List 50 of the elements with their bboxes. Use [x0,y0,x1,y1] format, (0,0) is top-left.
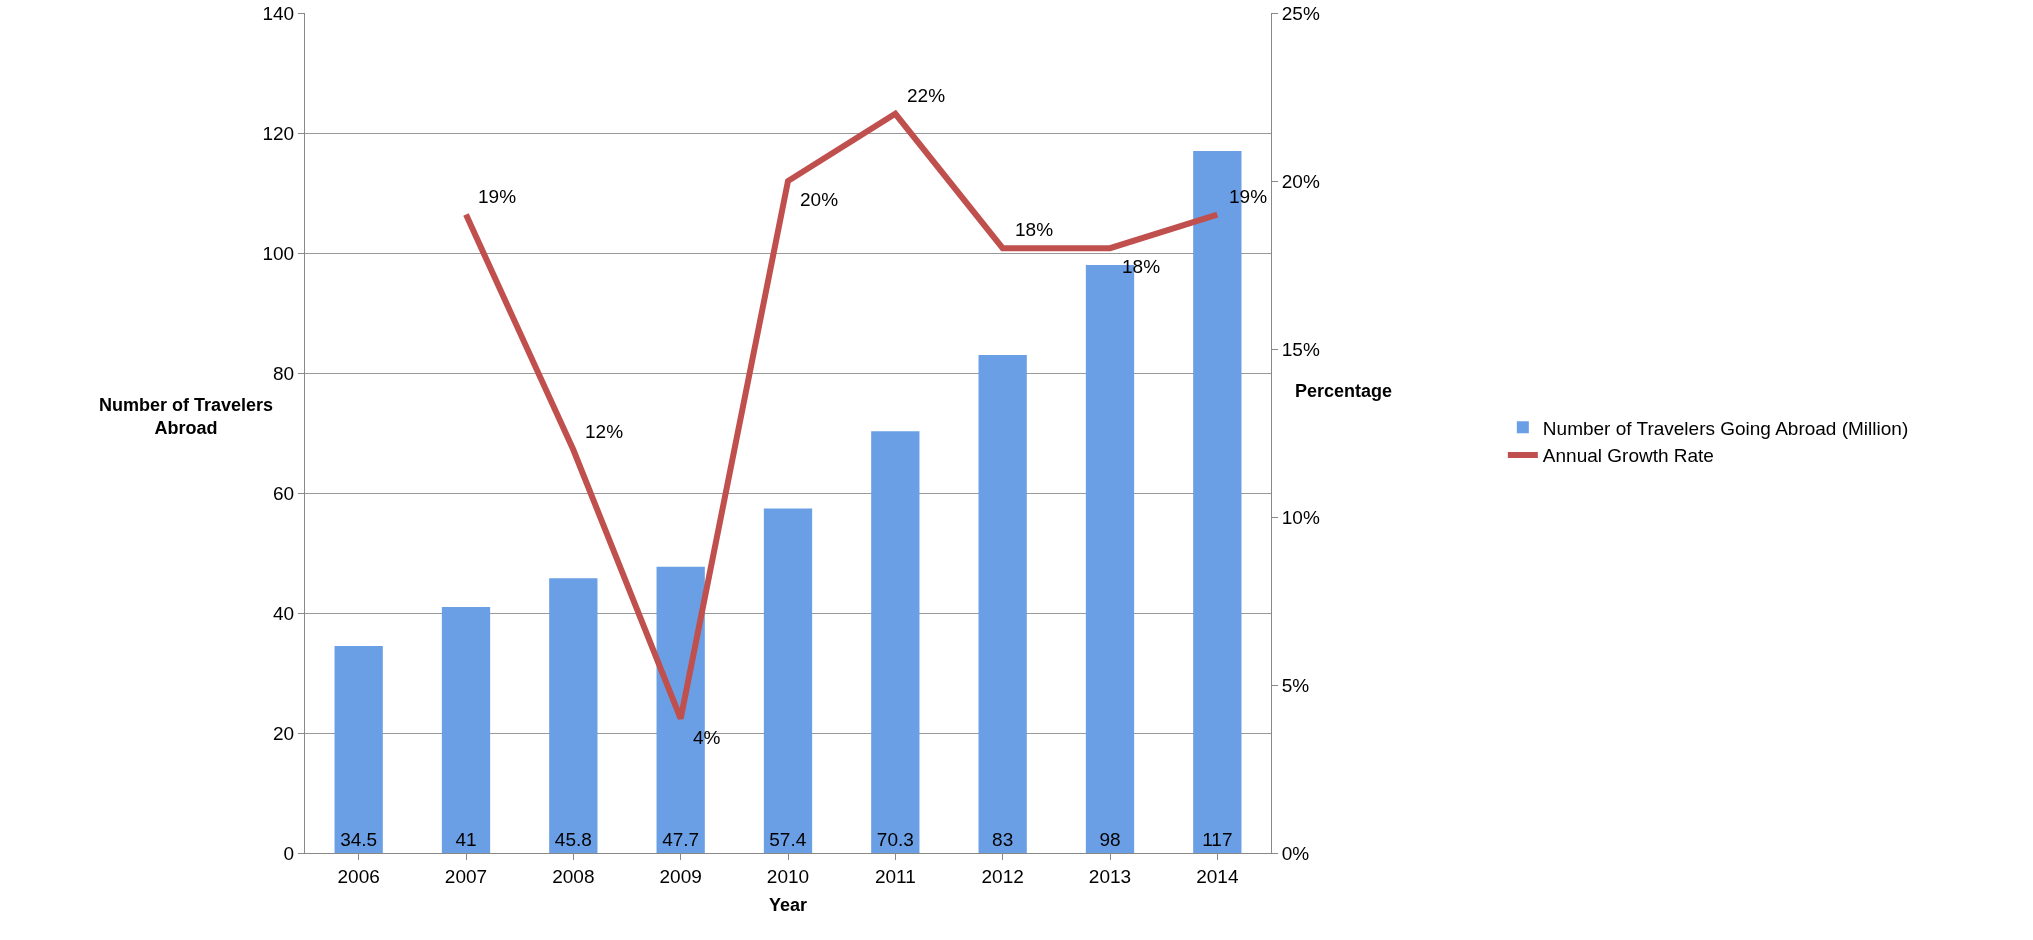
y-tick-label: 20 [273,722,295,744]
x-tick-label: 2006 [337,865,380,887]
data-label: 19% [478,186,517,207]
y-tick-label: 100 [262,242,295,264]
y2-tick-label: 5% [1281,674,1310,696]
legend-label: Number of Travelers Going Abroad (Million) [1542,417,1909,439]
bar [871,431,920,853]
data-label: 34.5 [340,829,378,850]
y-tick-label: 60 [273,482,295,504]
y2-tick-label: 25% [1281,2,1320,24]
y2-tick-label: 0% [1281,842,1310,864]
y2-tick-label: 10% [1281,506,1320,528]
x-tick-label: 2013 [1088,865,1132,887]
y2-tick-label: 20% [1281,170,1320,192]
x-axis-title: Year [768,894,808,915]
data-label: 98 [1099,829,1121,850]
data-label: 45.8 [554,829,592,850]
x-tick-label: 2010 [766,865,810,887]
data-label: 47.7 [662,829,700,850]
data-label: 12% [585,421,624,442]
y2-tick-label: 15% [1281,338,1320,360]
x-tick-label: 2012 [981,865,1024,887]
data-label: 70.3 [876,829,914,850]
x-tick-label: 2009 [659,865,702,887]
x-tick-label: 2014 [1196,865,1239,887]
x-tick-label: 2007 [444,865,488,887]
data-label: 41 [455,829,477,850]
x-tick-label: 2011 [874,865,916,887]
legend-label: Annual Growth Rate [1542,445,1714,467]
bar [334,646,383,853]
bar [549,578,598,853]
data-label: 18% [1015,219,1054,240]
data-label: 117 [1202,829,1233,850]
bar [763,508,813,853]
data-label: 83 [992,829,1014,850]
y-tick-label: 80 [273,362,295,384]
y-tick-label: 140 [262,2,295,24]
bar [978,355,1027,853]
bar [441,607,491,853]
data-label: 22% [907,85,946,106]
data-label: 20% [800,189,839,210]
data-label: 18% [1122,256,1161,277]
y-tick-label: 0 [283,842,295,864]
data-label: 4% [693,727,721,748]
y-axis-title: Number of Travelers Abroad [99,395,274,439]
x-tick-label: 2008 [552,865,595,887]
y-tick-label: 40 [273,602,295,624]
y2-axis-title: Percentage [1295,381,1393,401]
y-tick-label: 120 [262,122,295,144]
data-label: 57.4 [769,829,807,850]
